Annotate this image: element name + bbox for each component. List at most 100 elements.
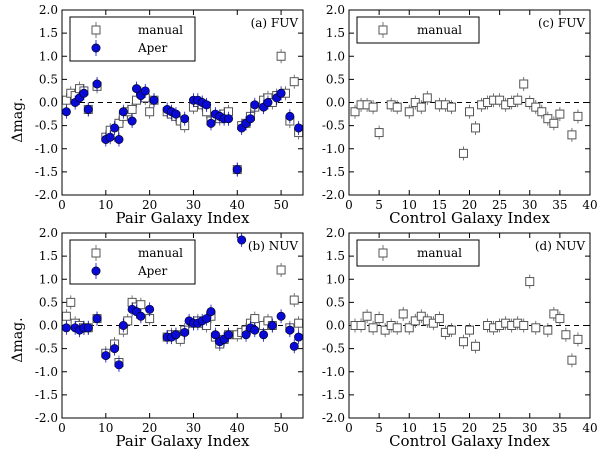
x-tick-label: 10 — [98, 421, 113, 435]
x-tick-label: 10 — [402, 198, 417, 212]
y-tick-label: 0.5 — [326, 295, 345, 309]
manual-point — [471, 123, 481, 133]
manual-point — [374, 128, 384, 138]
data-points — [61, 49, 304, 177]
manual-point — [145, 107, 155, 117]
legend: manual — [356, 239, 480, 267]
manual-point — [573, 334, 583, 344]
data-points — [350, 274, 583, 368]
x-tick-label: 40 — [582, 421, 597, 435]
aper-point — [127, 116, 137, 126]
manual-point — [513, 95, 523, 105]
manual-point — [543, 325, 553, 335]
plot-frame — [61, 9, 304, 196]
aper-point — [206, 118, 216, 128]
x-tick-label: 50 — [273, 198, 288, 212]
y-tick-label: 1.0 — [326, 272, 345, 286]
manual-point — [289, 295, 299, 305]
legend-aper-marker — [91, 266, 101, 276]
aper-point — [224, 114, 234, 124]
legend-label: manual — [138, 246, 183, 260]
data-points — [61, 232, 304, 372]
legend-manual-marker — [378, 248, 388, 258]
manual-point — [446, 102, 456, 112]
x-tick-label: 30 — [522, 198, 537, 212]
y-axis-label-top: Δmag. — [10, 97, 26, 142]
y-tick-label: 1.0 — [326, 49, 345, 63]
manual-point — [573, 111, 583, 121]
x-tick-label: 20 — [142, 198, 157, 212]
manual-point — [525, 277, 535, 287]
y-tick-label: 0.0 — [39, 96, 58, 110]
manual-point — [519, 321, 529, 330]
legend-label: Aper — [137, 264, 167, 278]
panel-title: (d) NUV — [535, 239, 585, 253]
manual-point — [555, 109, 565, 119]
plot-frame — [348, 232, 591, 419]
manual-point — [549, 309, 559, 319]
aper-point — [276, 311, 286, 321]
x-tick-label: 0 — [345, 198, 353, 212]
legend-manual-marker — [378, 25, 388, 35]
x-tick-label: 35 — [552, 421, 567, 435]
legend-box — [356, 239, 480, 267]
y-tick-label: 0.0 — [326, 319, 345, 333]
aper-point — [206, 307, 216, 317]
manual-point — [531, 102, 541, 112]
manual-point — [294, 318, 304, 328]
legend-label: Aper — [137, 41, 167, 55]
manual-point — [276, 51, 286, 61]
panel-title: (c) FUV — [538, 16, 585, 30]
manual-point — [66, 297, 76, 307]
y-tick-label: 1.5 — [326, 249, 345, 263]
y-tick-label: 0.0 — [326, 96, 345, 110]
x-tick-label: 30 — [186, 421, 201, 435]
y-tick-label: -1.0 — [322, 365, 345, 379]
y-tick-label: -1.0 — [322, 142, 345, 156]
legend: manual Aper — [69, 16, 196, 62]
x-tick-label: 25 — [492, 421, 507, 435]
aper-point — [294, 123, 304, 133]
aper-point — [140, 86, 150, 96]
manual-point — [549, 118, 559, 128]
legend-label: manual — [138, 23, 183, 37]
aper-point — [180, 327, 190, 337]
x-tick-label: 0 — [345, 421, 353, 435]
legend-box — [69, 16, 196, 62]
y-tick-label: -1.0 — [35, 142, 58, 156]
manual-point — [555, 314, 565, 324]
y-tick-label: -0.5 — [35, 119, 58, 133]
legend: manual Aper — [69, 239, 196, 285]
manual-point — [416, 311, 426, 321]
x-tick-label: 40 — [582, 198, 597, 212]
manual-point — [250, 314, 260, 324]
aper-point — [285, 325, 295, 335]
manual-point — [392, 323, 402, 333]
x-tick-label: 10 — [402, 421, 417, 435]
manual-point — [465, 325, 474, 335]
manual-point — [422, 93, 432, 103]
aper-point — [118, 107, 128, 117]
y-tick-label: -0.5 — [35, 342, 58, 356]
x-axis-label: Control Galaxy Index — [389, 209, 550, 227]
x-tick-label: 5 — [375, 421, 383, 435]
panel-title: (a) FUV — [251, 16, 299, 30]
y-tick-label: 0.5 — [39, 295, 58, 309]
manual-point — [428, 318, 438, 328]
manual-point — [567, 355, 577, 365]
manual-point — [380, 325, 390, 335]
aper-point — [263, 98, 273, 108]
aper-point — [276, 88, 286, 98]
aper-point — [145, 304, 155, 314]
y-tick-label: -2.0 — [35, 188, 58, 202]
manual-point — [434, 314, 444, 324]
aper-point — [101, 351, 111, 361]
aper-point — [83, 323, 93, 333]
x-tick-label: 20 — [462, 421, 477, 435]
y-tick-label: 0.0 — [39, 319, 58, 333]
plot-frame — [61, 232, 304, 419]
manual-point — [525, 98, 535, 107]
aper-point — [245, 114, 255, 124]
aper-point — [92, 314, 102, 324]
